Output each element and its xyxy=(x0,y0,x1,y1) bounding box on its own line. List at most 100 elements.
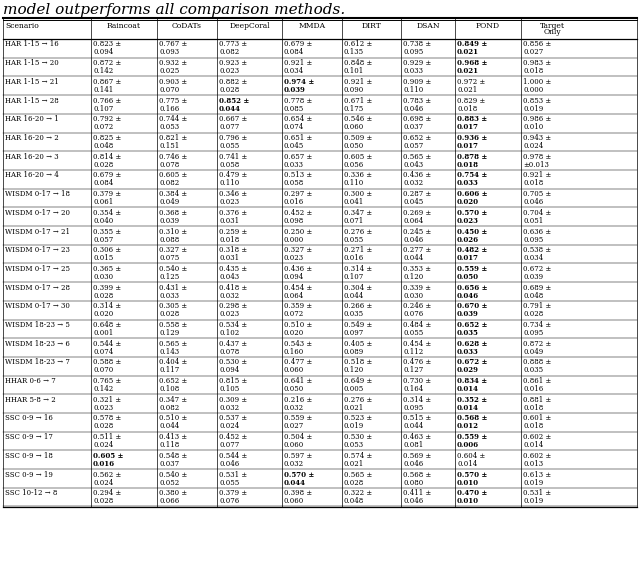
Text: 0.652 ±: 0.652 ± xyxy=(403,134,431,142)
Text: HAR 16-20 → 3: HAR 16-20 → 3 xyxy=(5,153,59,161)
Text: 0.384 ±: 0.384 ± xyxy=(159,190,187,198)
Text: 0.082: 0.082 xyxy=(159,404,179,412)
Text: 0.321 ±: 0.321 ± xyxy=(93,396,121,404)
Text: 0.035: 0.035 xyxy=(344,310,364,318)
Text: 0.829 ±: 0.829 ± xyxy=(457,97,485,105)
Text: 0.046: 0.046 xyxy=(457,292,479,299)
Text: 0.034: 0.034 xyxy=(523,254,543,262)
Text: 0.021: 0.021 xyxy=(457,49,479,57)
Text: 0.482 ±: 0.482 ± xyxy=(457,246,487,254)
Text: 0.024: 0.024 xyxy=(93,479,113,486)
Text: 0.909 ±: 0.909 ± xyxy=(403,78,431,86)
Text: model outperforms all comparison methods.: model outperforms all comparison methods… xyxy=(3,3,345,17)
Text: 0.562 ±: 0.562 ± xyxy=(93,471,121,479)
Text: 0.379 ±: 0.379 ± xyxy=(219,489,247,497)
Text: 0.023: 0.023 xyxy=(93,404,113,412)
Text: 0.055: 0.055 xyxy=(219,479,239,486)
Text: 0.033: 0.033 xyxy=(457,179,479,188)
Text: 0.080: 0.080 xyxy=(403,479,423,486)
Text: 0.878 ±: 0.878 ± xyxy=(457,153,487,161)
Text: 0.010: 0.010 xyxy=(523,123,543,131)
Text: 0.612 ±: 0.612 ± xyxy=(344,41,372,49)
Text: 0.698 ±: 0.698 ± xyxy=(403,115,431,123)
Text: 0.141: 0.141 xyxy=(93,86,113,94)
Text: 0.050: 0.050 xyxy=(344,142,364,150)
Text: HHAR 0-6 → 7: HHAR 0-6 → 7 xyxy=(5,377,56,385)
Text: 0.016: 0.016 xyxy=(344,254,364,262)
Text: 0.250 ±: 0.250 ± xyxy=(284,228,312,236)
Text: 0.741 ±: 0.741 ± xyxy=(219,153,247,161)
Text: 0.031: 0.031 xyxy=(219,217,239,225)
Text: SSC 0-9 → 17: SSC 0-9 → 17 xyxy=(5,433,53,441)
Text: 0.689 ±: 0.689 ± xyxy=(523,284,551,292)
Text: 0.297 ±: 0.297 ± xyxy=(284,190,312,198)
Text: 0.559 ±: 0.559 ± xyxy=(284,415,312,423)
Text: 0.861 ±: 0.861 ± xyxy=(523,377,551,385)
Text: 0.044: 0.044 xyxy=(403,254,423,262)
Text: 0.039: 0.039 xyxy=(284,86,306,94)
Text: HAR 1-15 → 21: HAR 1-15 → 21 xyxy=(5,78,59,86)
Text: 0.657 ±: 0.657 ± xyxy=(284,153,312,161)
Text: 0.654 ±: 0.654 ± xyxy=(284,115,312,123)
Text: 0.983 ±: 0.983 ± xyxy=(523,59,551,67)
Text: 0.923 ±: 0.923 ± xyxy=(219,59,247,67)
Text: 0.023: 0.023 xyxy=(219,198,239,206)
Text: 0.093: 0.093 xyxy=(159,49,179,57)
Text: 0.061: 0.061 xyxy=(93,198,113,206)
Text: 0.259 ±: 0.259 ± xyxy=(219,228,247,236)
Text: 0.060: 0.060 xyxy=(284,441,304,449)
Text: 0.903 ±: 0.903 ± xyxy=(159,78,187,86)
Text: 0.559 ±: 0.559 ± xyxy=(457,433,487,441)
Text: HAR 16-20 → 1: HAR 16-20 → 1 xyxy=(5,115,59,123)
Text: WISDM 0-17 → 28: WISDM 0-17 → 28 xyxy=(5,284,70,292)
Text: 0.048: 0.048 xyxy=(344,497,364,505)
Text: 0.012: 0.012 xyxy=(457,423,479,431)
Text: 0.024: 0.024 xyxy=(219,423,239,431)
Text: HAR 1-15 → 16: HAR 1-15 → 16 xyxy=(5,41,59,49)
Text: 0.046: 0.046 xyxy=(403,236,423,244)
Text: 0.120: 0.120 xyxy=(403,273,423,281)
Text: MMDA: MMDA xyxy=(298,21,326,30)
Text: 0.435 ±: 0.435 ± xyxy=(219,265,247,273)
Text: 0.070: 0.070 xyxy=(93,367,113,375)
Text: 0.649 ±: 0.649 ± xyxy=(344,377,372,385)
Text: 0.605 ±: 0.605 ± xyxy=(159,171,188,179)
Text: 0.825 ±: 0.825 ± xyxy=(93,134,121,142)
Text: 0.028: 0.028 xyxy=(93,497,113,505)
Text: 0.108: 0.108 xyxy=(159,385,179,393)
Text: 0.322 ±: 0.322 ± xyxy=(344,489,372,497)
Text: 0.018: 0.018 xyxy=(523,404,543,412)
Text: 0.738 ±: 0.738 ± xyxy=(403,41,431,49)
Text: 0.294 ±: 0.294 ± xyxy=(93,489,121,497)
Text: 0.143: 0.143 xyxy=(159,348,179,356)
Text: 0.107: 0.107 xyxy=(93,105,113,112)
Text: 0.095: 0.095 xyxy=(523,236,543,244)
Text: 0.648 ±: 0.648 ± xyxy=(93,321,121,329)
Text: 0.636 ±: 0.636 ± xyxy=(523,228,551,236)
Text: 0.164: 0.164 xyxy=(403,385,423,393)
Text: 0.028: 0.028 xyxy=(344,479,364,486)
Text: 0.029: 0.029 xyxy=(457,367,479,375)
Text: 0.032: 0.032 xyxy=(219,404,239,412)
Text: 0.166: 0.166 xyxy=(159,105,179,112)
Text: 0.277 ±: 0.277 ± xyxy=(403,246,431,254)
Text: 0.001: 0.001 xyxy=(93,329,113,337)
Text: 0.463 ±: 0.463 ± xyxy=(403,433,431,441)
Text: 0.055: 0.055 xyxy=(219,142,239,150)
Text: 0.672 ±: 0.672 ± xyxy=(457,358,488,367)
Text: 0.072: 0.072 xyxy=(284,310,304,318)
Text: 0.484 ±: 0.484 ± xyxy=(403,321,431,329)
Text: 0.305 ±: 0.305 ± xyxy=(159,302,187,310)
Text: 0.016: 0.016 xyxy=(523,385,543,393)
Text: 0.050: 0.050 xyxy=(457,273,479,281)
Text: 0.269 ±: 0.269 ± xyxy=(403,209,431,217)
Text: 0.823 ±: 0.823 ± xyxy=(93,41,121,49)
Text: 0.570 ±: 0.570 ± xyxy=(284,471,314,479)
Text: 0.476 ±: 0.476 ± xyxy=(403,358,431,367)
Text: 0.135: 0.135 xyxy=(344,49,364,57)
Text: 0.656 ±: 0.656 ± xyxy=(457,284,488,292)
Text: 1.000 ±: 1.000 ± xyxy=(523,78,551,86)
Text: 0.024: 0.024 xyxy=(93,441,113,449)
Text: 0.314 ±: 0.314 ± xyxy=(403,396,431,404)
Text: 0.071: 0.071 xyxy=(344,217,364,225)
